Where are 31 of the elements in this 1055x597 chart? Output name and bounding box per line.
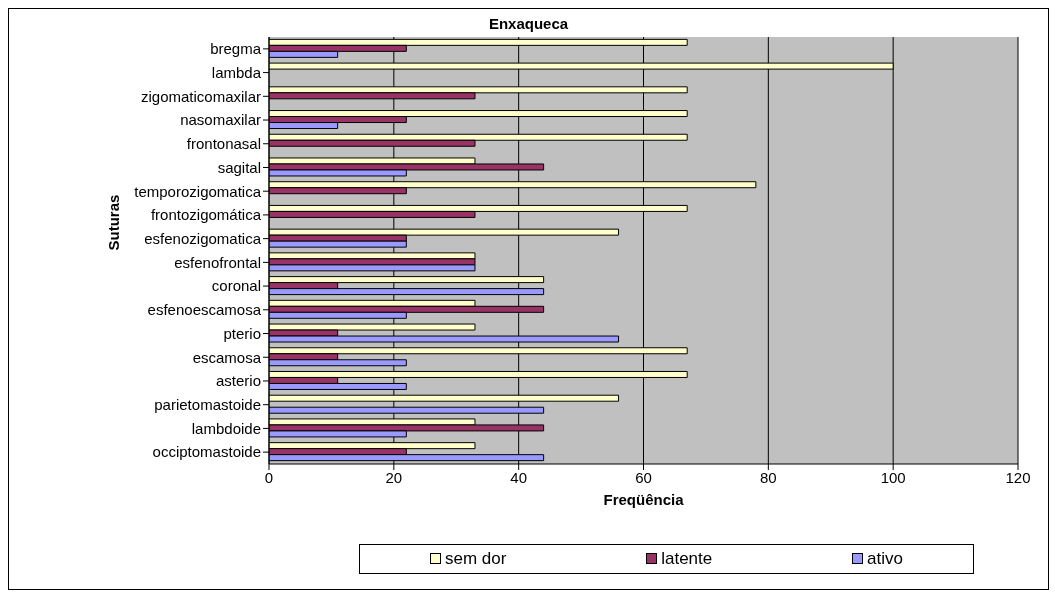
legend-label: latente [660,549,713,569]
x-tick-label: 100 [880,468,906,486]
y-tick-label: pterio [223,324,261,342]
y-tick-label: asterio [215,372,261,390]
y-tick-label: lambda [211,63,262,81]
y-tick-label: bregma [210,40,262,58]
x-axis-title: Freqüência [603,490,685,508]
y-tick-label: zigomaticomaxilar [140,87,261,105]
y-tick-label: frontonasal [186,135,261,153]
y-tick-label: sagital [217,158,261,176]
legend-label: ativo [866,549,904,569]
y-tick-label: coronal [211,277,261,295]
x-tick-label: 120 [1005,468,1031,486]
chart-title: Enxaqueca [487,15,570,32]
y-tick-label: esfenofrontal [174,253,261,271]
y-tick-label: parietomastoide [154,396,261,414]
x-tick-label: 60 [635,468,652,486]
y-tick-label: occiptomastoide [152,443,261,461]
y-tick-label: frontozigomática [150,206,262,224]
y-tick-label: lambdoide [191,419,261,437]
legend-label: sem dor [443,549,507,569]
y-axis-title: Suturas [105,194,123,251]
x-tick-label: 0 [264,468,274,486]
y-tick-label: esfenoescamosa [147,301,262,319]
y-tick-label: escamosa [192,348,262,366]
y-tick-label: nasomaxilar [180,111,261,129]
x-tick-label: 40 [510,468,528,486]
x-tick-label: 20 [385,468,403,486]
y-tick-label: esfenozigomatica [144,229,262,247]
x-tick-label: 80 [759,468,777,486]
y-tick-label: temporozigomatica [134,182,262,200]
